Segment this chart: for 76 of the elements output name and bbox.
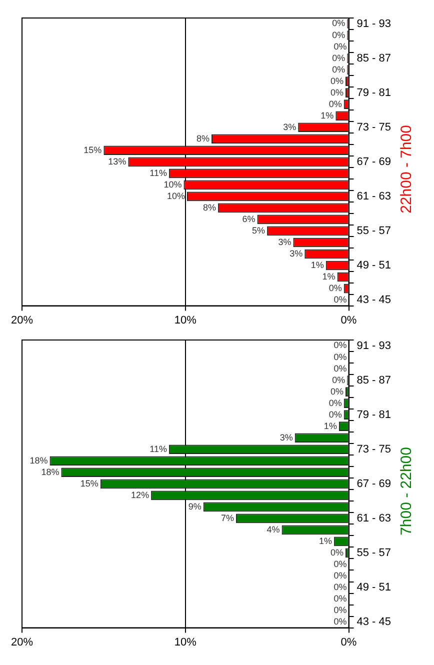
- data-label: 3%: [280, 432, 293, 442]
- y-tick-label: 79 - 81: [356, 408, 392, 421]
- x-tick-label: 20%: [10, 314, 34, 326]
- y-tick-label: 43 - 45: [356, 616, 392, 628]
- data-label: 3%: [278, 236, 292, 247]
- y-tick-label: 73 - 75: [356, 121, 392, 134]
- y-tick-label: 85 - 87: [356, 52, 392, 64]
- y-tick-label: 91 - 93: [356, 18, 392, 30]
- data-label: 4%: [266, 524, 280, 534]
- data-label: 8%: [203, 202, 216, 212]
- y-tick-label: 55 - 57: [356, 547, 392, 560]
- data-label: 0%: [334, 570, 347, 580]
- data-label: 12%: [131, 490, 150, 500]
- data-label: 5%: [252, 225, 266, 236]
- data-label: 0%: [332, 52, 346, 63]
- data-label: 1%: [320, 110, 334, 120]
- y-tick-label: 67 - 69: [356, 478, 392, 490]
- data-label: 1%: [310, 260, 324, 270]
- data-label: 0%: [330, 547, 344, 558]
- data-label: 0%: [334, 616, 347, 627]
- data-label: 18%: [30, 455, 48, 466]
- data-label: 1%: [322, 272, 336, 282]
- data-label: 0%: [332, 64, 346, 74]
- data-label: 13%: [108, 156, 126, 166]
- data-label: 0%: [334, 605, 347, 616]
- y-tick-label: 43 - 45: [356, 294, 392, 306]
- data-label: 15%: [84, 144, 102, 155]
- data-label: 0%: [334, 340, 347, 350]
- data-label: 9%: [188, 501, 202, 512]
- data-label: 0%: [334, 558, 347, 569]
- data-label: 0%: [334, 363, 347, 374]
- x-tick-label: 20%: [10, 636, 34, 648]
- x-tick-label: 10%: [174, 314, 197, 326]
- y-tick-label: 73 - 75: [356, 443, 392, 456]
- data-label: 0%: [328, 398, 342, 408]
- text: 22h00 - 7h00: [398, 124, 415, 214]
- data-label: 11%: [150, 444, 168, 454]
- data-label: 15%: [80, 478, 98, 488]
- y-tick-label: 85 - 87: [356, 374, 392, 386]
- y-tick-label: 91 - 93: [356, 340, 392, 352]
- y-tick-label: 49 - 51: [356, 582, 392, 594]
- data-label: 0%: [328, 283, 342, 294]
- data-label: 8%: [196, 133, 210, 144]
- x-tick-label: 0%: [340, 636, 357, 648]
- data-label: 1%: [319, 536, 332, 546]
- data-label: 0%: [332, 18, 346, 28]
- y-tick-label: 61 - 63: [356, 190, 392, 202]
- y-tick-label: 61 - 63: [356, 512, 392, 524]
- data-label: 0%: [334, 594, 347, 604]
- data-label: 3%: [283, 122, 296, 132]
- data-label: 7%: [221, 512, 234, 523]
- data-label: 1%: [324, 420, 337, 431]
- y-tick-label: 67 - 69: [356, 156, 392, 168]
- data-label: 3%: [290, 248, 303, 258]
- data-label: 0%: [328, 409, 342, 420]
- data-label: 0%: [334, 41, 347, 52]
- data-label: 0%: [334, 294, 347, 305]
- y-tick-label: 55 - 57: [356, 225, 392, 238]
- data-label: 0%: [334, 352, 347, 362]
- y-tick-label: 79 - 81: [356, 86, 392, 99]
- data-label: 0%: [328, 98, 342, 109]
- data-label: 18%: [41, 466, 60, 477]
- data-label: 0%: [330, 386, 344, 396]
- data-label: 0%: [332, 30, 346, 40]
- data-label: 0%: [332, 374, 346, 385]
- data-label: 0%: [330, 87, 344, 98]
- data-label: 10%: [166, 190, 186, 201]
- x-tick-label: 0%: [340, 314, 357, 326]
- text: 7h00 - 22h00: [398, 446, 415, 536]
- data-label: 6%: [242, 214, 256, 224]
- data-label: 0%: [334, 582, 347, 592]
- y-tick-label: 49 - 51: [356, 260, 392, 272]
- data-label: 11%: [150, 168, 168, 178]
- x-tick-label: 10%: [174, 636, 197, 648]
- data-label: 0%: [330, 76, 344, 86]
- data-label: 10%: [164, 179, 182, 190]
